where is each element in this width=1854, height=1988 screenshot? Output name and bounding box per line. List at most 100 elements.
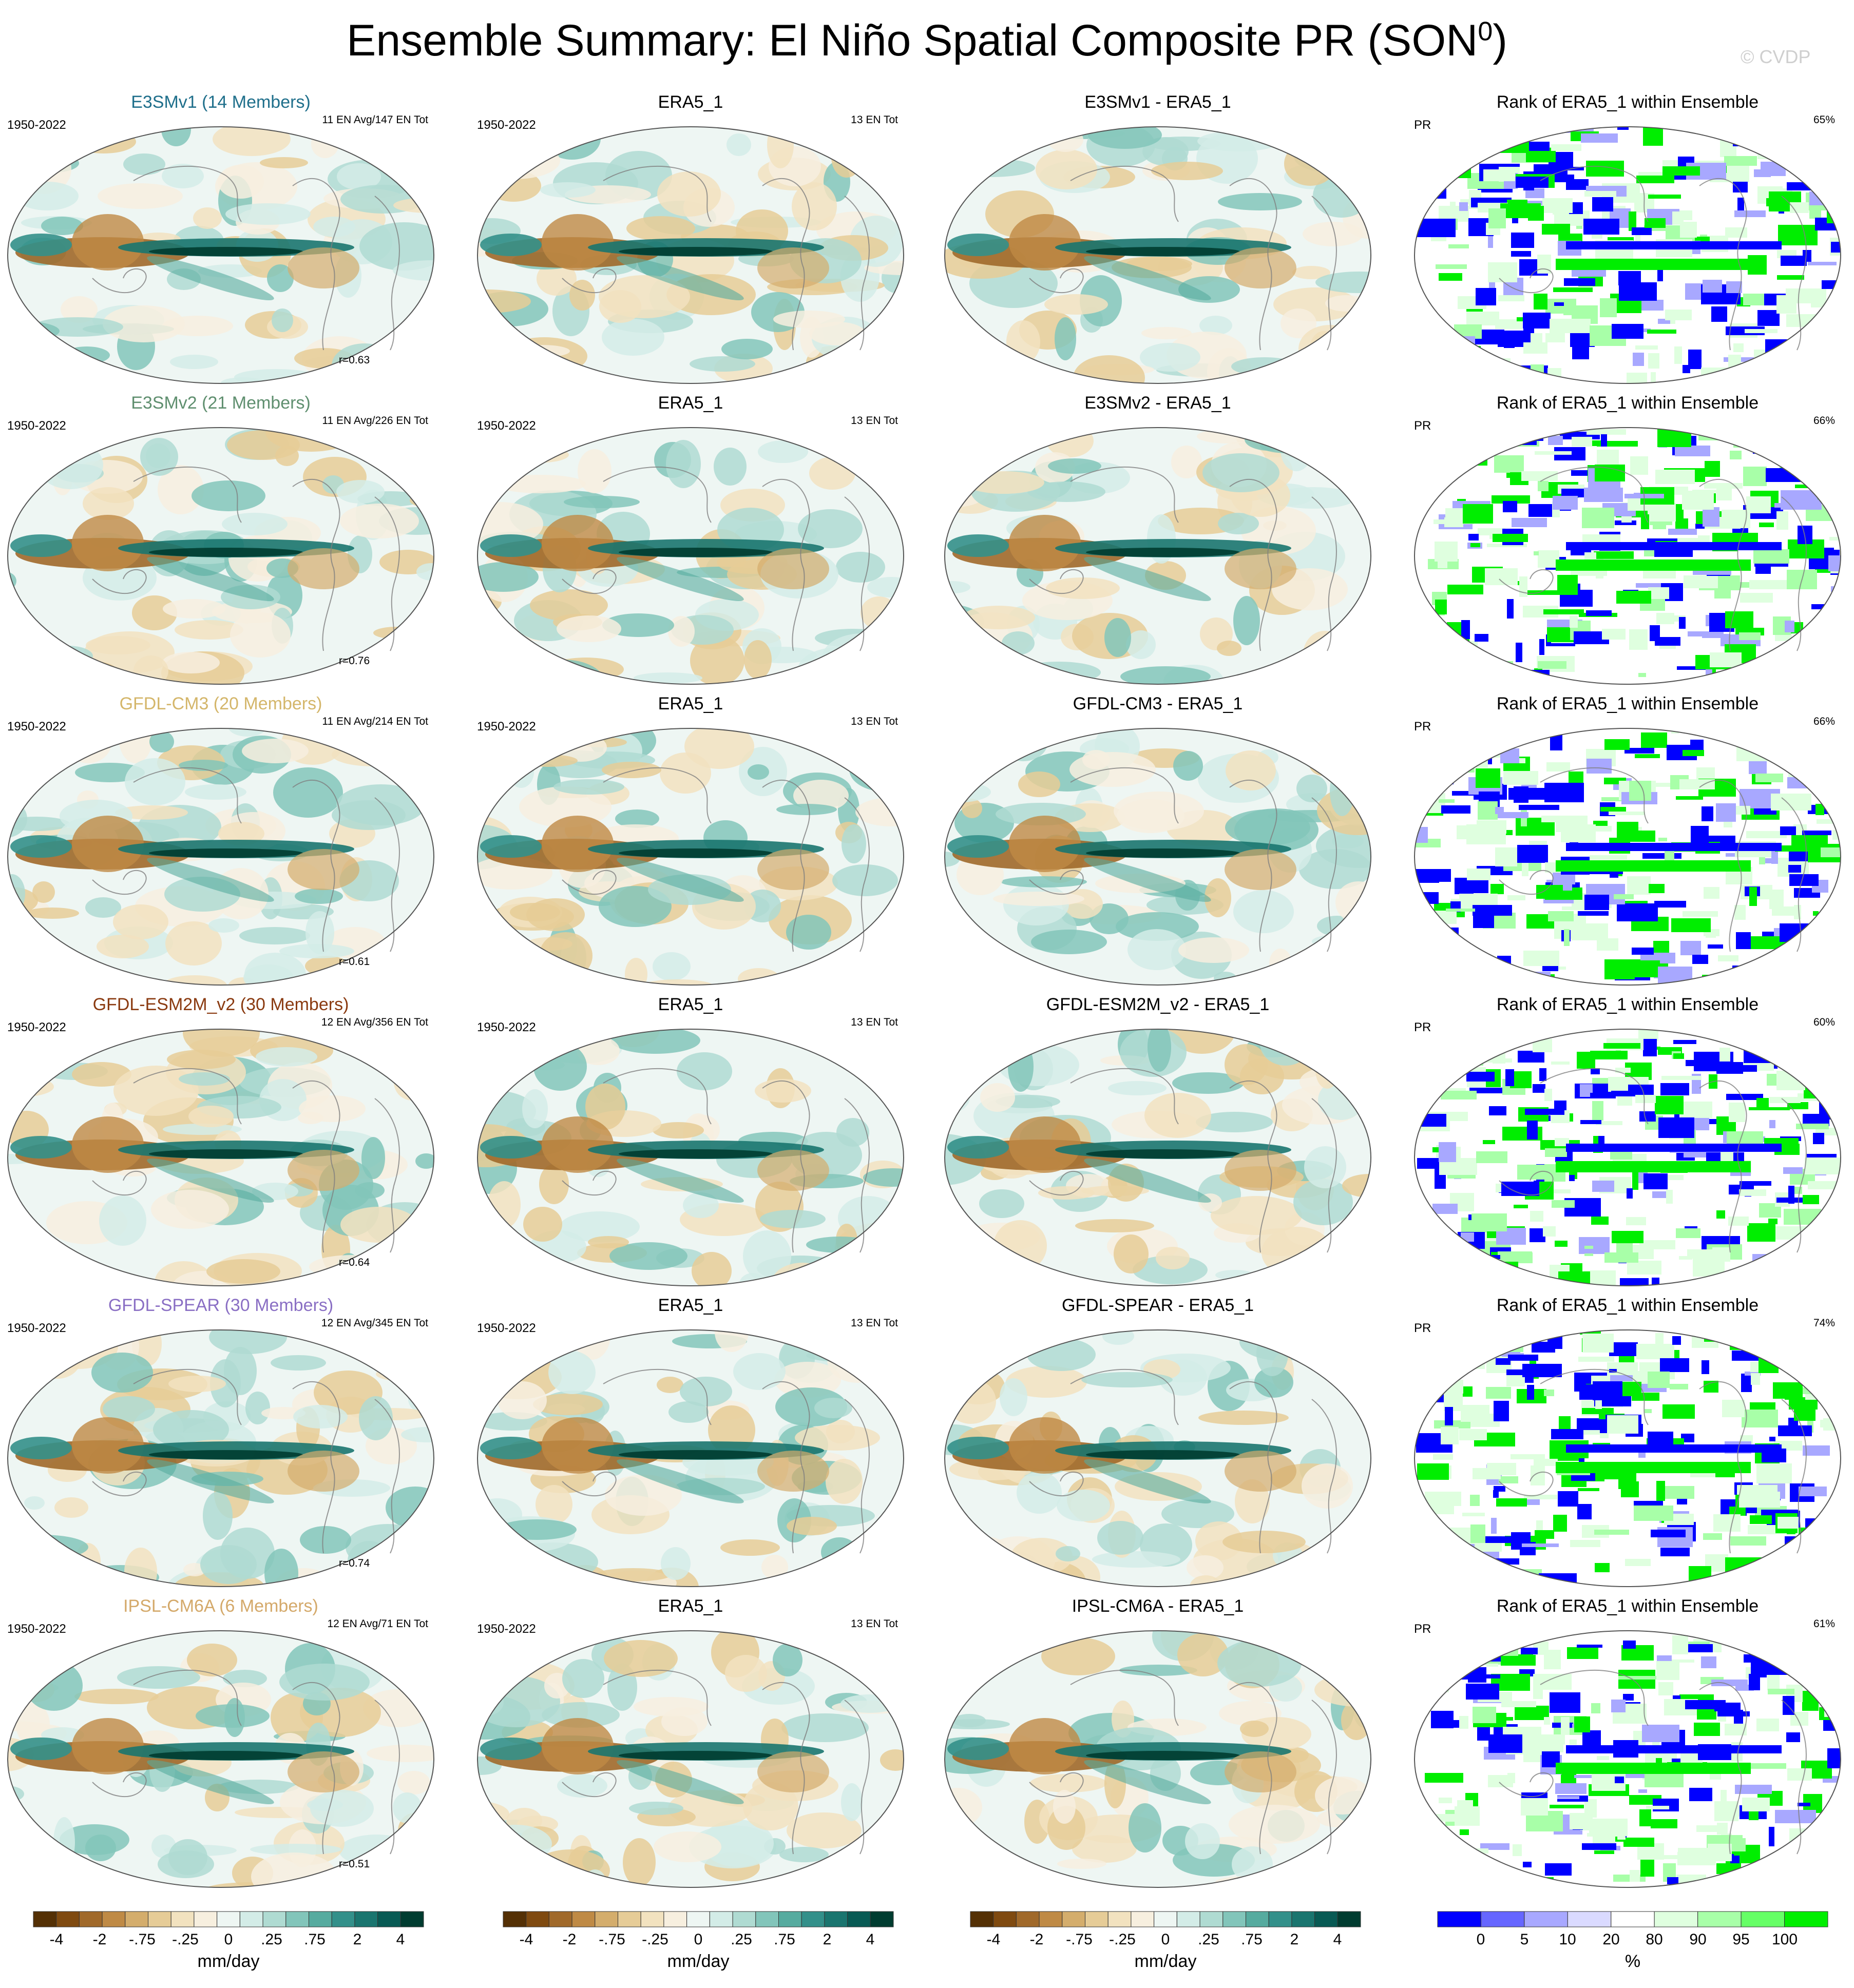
colorbar-tick: -2 [1029, 1931, 1044, 1948]
colorbar-tick: 4 [396, 1931, 405, 1948]
colorbar-segment [56, 1911, 80, 1927]
panel-right-label: 66% [1813, 415, 1835, 427]
panel-left-label: 1950-2022 [7, 1622, 66, 1636]
colorbar-segment [354, 1911, 378, 1927]
map-panel-model-row3: GFDL-CM3 (20 Members) 1950-2022 11 EN Avg/… [0, 694, 442, 997]
panel-title: GFDL-ESM2M_v2 (30 Members) [92, 995, 349, 1014]
colorbar-segment [33, 1911, 57, 1927]
colorbar-segment [1085, 1911, 1108, 1927]
panel-right-label: 66% [1813, 716, 1835, 727]
map-panel-model-row5: GFDL-SPEAR (30 Members) 1950-2022 12 EN Av… [0, 1296, 442, 1598]
colorbar-segment [331, 1911, 355, 1927]
colorbar-segment [993, 1911, 1017, 1927]
colorbar-tick: .75 [304, 1931, 326, 1948]
colorbar-segment [1480, 1911, 1525, 1927]
panel-title: E3SMv1 (14 Members) [131, 92, 311, 112]
panel-left-label: 1950-2022 [477, 1020, 536, 1034]
panel-right-label: 13 EN Tot [851, 716, 898, 727]
map-panel-diff-row1: E3SMv1 - ERA5_1 [937, 92, 1379, 395]
panel-title: GFDL-CM3 - ERA5_1 [1073, 694, 1243, 713]
colorbar-segment [102, 1911, 126, 1927]
panel-right-label: 11 EN Avg/147 EN Tot [322, 114, 428, 126]
pattern-correlation: r=0.61 [339, 956, 370, 968]
colorbar-segment [1611, 1911, 1655, 1927]
panel-left-label: 1950-2022 [477, 1622, 536, 1636]
colorbar-segment [1437, 1911, 1481, 1927]
colorbar-tick: -.75 [1066, 1931, 1093, 1948]
colorbar-segment [709, 1911, 733, 1927]
colorbar-segment [1524, 1911, 1568, 1927]
colorbar-segment [400, 1911, 424, 1927]
map-panel-rank-row2: Rank of ERA5_1 within Ensemble PR 66% [1407, 393, 1848, 696]
colorbar-segment [618, 1911, 641, 1927]
colorbar-segment [1039, 1911, 1063, 1927]
map-panel-obs-row6: ERA5_1 1950-2022 13 EN Tot [470, 1596, 911, 1899]
colorbar-tick: -2 [562, 1931, 577, 1948]
map-panel-obs-row2: ERA5_1 1950-2022 13 EN Tot [470, 393, 911, 696]
panel-right-label: 13 EN Tot [851, 415, 898, 427]
colorbar-tick: .25 [731, 1931, 752, 1948]
colorbar-unit: mm/day [197, 1952, 260, 1971]
colorbar-segment [1697, 1911, 1742, 1927]
map-panel-obs-row4: ERA5_1 1950-2022 13 EN Tot [470, 995, 911, 1298]
colorbar-tick: .25 [1198, 1931, 1219, 1948]
colorbar-segment [503, 1911, 527, 1927]
title-superscript: 0 [1478, 16, 1493, 47]
panel-left-label: PR [1414, 1020, 1431, 1034]
panel-title: Rank of ERA5_1 within Ensemble [1496, 1596, 1759, 1616]
colorbar-tick: -.25 [1109, 1931, 1136, 1948]
colorbar-segment [1131, 1911, 1155, 1927]
colorbar-tick: -.75 [599, 1931, 625, 1948]
map-panel-obs-row1: ERA5_1 1950-2022 13 EN Tot [470, 92, 911, 395]
colorbar-tick: 2 [823, 1931, 832, 1948]
colorbar-segment [79, 1911, 103, 1927]
panel-left-label: 1950-2022 [7, 118, 66, 132]
colorbar-segment [640, 1911, 664, 1927]
colorbar-segment [1314, 1911, 1338, 1927]
map-panel-model-row4: GFDL-ESM2M_v2 (30 Members) 1950-2022 12 EN… [0, 995, 442, 1298]
colorbar-tick: 0 [1476, 1931, 1485, 1948]
colorbar-tick: 4 [866, 1931, 875, 1948]
colorbar-segment [1784, 1911, 1828, 1927]
colorbar-tick: -2 [92, 1931, 107, 1948]
colorbar-tick: 20 [1602, 1931, 1620, 1948]
pattern-correlation: r=0.76 [339, 655, 370, 667]
panel-title: GFDL-ESM2M_v2 - ERA5_1 [1046, 995, 1270, 1014]
colorbar-tick: 0 [1161, 1931, 1170, 1948]
panel-title: Rank of ERA5_1 within Ensemble [1496, 995, 1759, 1014]
figure-title: Ensemble Summary: El Niño Spatial Compos… [0, 15, 1854, 66]
colorbar-segment [663, 1911, 687, 1927]
pattern-correlation: r=0.51 [339, 1858, 370, 1870]
colorbar-tick: .75 [1241, 1931, 1263, 1948]
panel-left-label: PR [1414, 118, 1431, 132]
colorbar-segment [1741, 1911, 1785, 1927]
panel-left-label: 1950-2022 [7, 419, 66, 433]
map-panel-diff-row5: GFDL-SPEAR - ERA5_1 [937, 1296, 1379, 1598]
map-panel-diff-row2: E3SMv2 - ERA5_1 [937, 393, 1379, 696]
panel-title: IPSL-CM6A (6 Members) [123, 1596, 318, 1616]
panel-title: E3SMv2 - ERA5_1 [1084, 393, 1231, 413]
map-panel-model-row6: IPSL-CM6A (6 Members) 1950-2022 12 EN Avg/… [0, 1596, 442, 1899]
colorbar-tick: 4 [1333, 1931, 1342, 1948]
colorbar-unit: mm/day [667, 1952, 730, 1971]
panel-title: ERA5_1 [658, 92, 723, 112]
panel-right-label: 12 EN Avg/71 EN Tot [327, 1618, 428, 1630]
panel-right-label: 12 EN Avg/345 EN Tot [321, 1317, 428, 1329]
panel-left-label: 1950-2022 [477, 1321, 536, 1335]
colorbar-segment [262, 1911, 286, 1927]
colorbar-diff: -4 -2 -.75 -.25 0 .25 .75 2 4 mm/day [965, 1909, 1366, 1981]
panel-right-label: 74% [1813, 1317, 1835, 1329]
colorbar-segment [1654, 1911, 1698, 1927]
panel-title: E3SMv2 (21 Members) [131, 393, 311, 413]
panel-title: GFDL-SPEAR - ERA5_1 [1061, 1296, 1254, 1315]
colorbar-segment [686, 1911, 710, 1927]
colorbar-segment [285, 1911, 309, 1927]
map-panel-rank-row3: Rank of ERA5_1 within Ensemble PR 66% [1407, 694, 1848, 997]
colorbar-tick: .25 [261, 1931, 282, 1948]
colorbar-tick: -.25 [642, 1931, 668, 1948]
colorbar-tick: 0 [224, 1931, 233, 1948]
colorbar-segment [847, 1911, 871, 1927]
panel-title: Rank of ERA5_1 within Ensemble [1496, 92, 1759, 112]
colorbar-segment [870, 1911, 894, 1927]
colorbar-tick: 80 [1646, 1931, 1663, 1948]
